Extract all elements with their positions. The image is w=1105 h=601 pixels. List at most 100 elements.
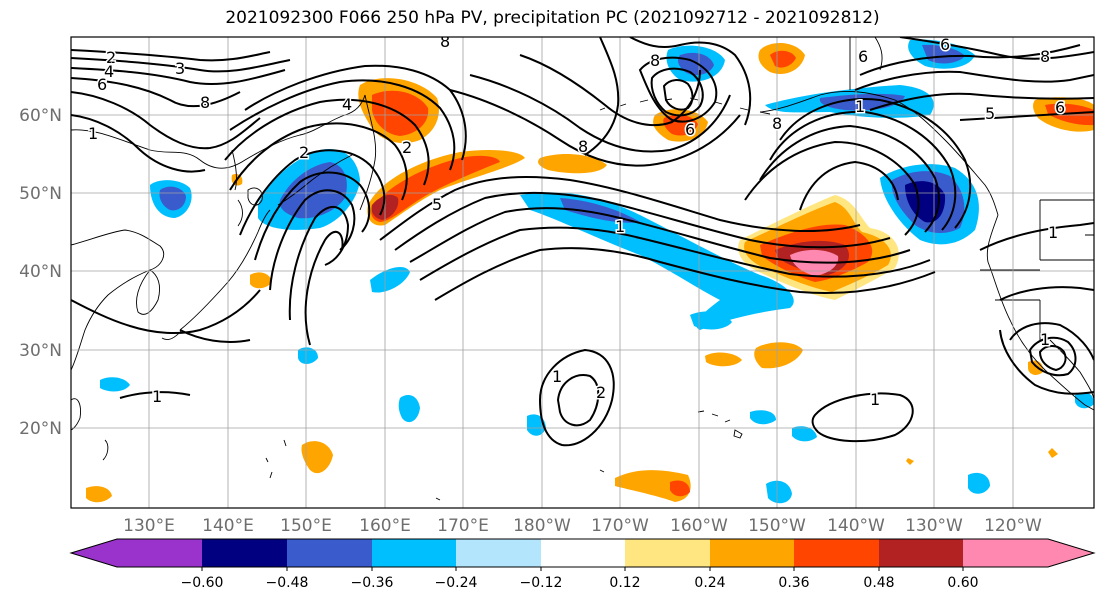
precip-patch	[370, 266, 410, 293]
pv-contour	[239, 149, 386, 236]
coastline	[277, 154, 353, 206]
contour-label: 8	[1040, 47, 1050, 66]
precip-patch	[538, 154, 607, 174]
pv-contour	[1028, 336, 1077, 377]
pv-contour	[1009, 322, 1094, 361]
pv-contour	[71, 49, 271, 62]
pv-contour	[394, 191, 891, 251]
precip-patch	[792, 426, 817, 442]
contour-label: 6	[97, 75, 107, 94]
precip-patch	[1048, 448, 1058, 458]
map-frame	[70, 36, 1095, 509]
pv-contour	[244, 64, 467, 161]
contour-label: 2	[106, 48, 116, 67]
coastline	[71, 398, 81, 431]
pv-contour	[269, 189, 356, 291]
colorbar-label: −0.36	[351, 575, 394, 591]
precip-patch	[770, 50, 796, 68]
pv-contour	[769, 110, 957, 231]
colorbar-label: 0.36	[778, 575, 809, 591]
pv-contour	[811, 392, 914, 443]
lon-label: 160°E	[359, 516, 411, 536]
pv-contour	[254, 171, 371, 261]
precip-patch	[906, 458, 914, 465]
contour-label: 8	[772, 114, 782, 133]
contour-label: 8	[578, 137, 588, 156]
contour-label: 1	[855, 97, 865, 116]
map-background	[71, 37, 1094, 508]
coastline	[697, 410, 743, 439]
pv-contour	[119, 391, 191, 399]
colorbar-segment	[625, 539, 710, 567]
pv-contours	[71, 37, 1094, 447]
colorbar-segment	[541, 539, 625, 567]
colorbar-label: −0.48	[266, 575, 309, 591]
precip-patch	[250, 272, 272, 289]
colorbar-segment	[117, 539, 202, 567]
contour-label: 8	[440, 32, 450, 51]
pv-contour	[469, 74, 731, 153]
map-layers: 2 4 6 3 8 1 2 4 2 8 5 6 8 1 8 6 6 5 1 8 …	[71, 32, 1094, 508]
pv-contour	[71, 77, 241, 108]
contour-label: 4	[342, 95, 352, 114]
pv-contour	[759, 124, 940, 233]
lon-label: 130°W	[905, 516, 963, 536]
lon-label: 140°W	[827, 516, 885, 536]
colorbar-segment	[710, 539, 794, 567]
pv-contour	[869, 92, 1094, 111]
lon-label: 150°W	[748, 516, 806, 536]
longitude-labels: 130°E 140°E 150°E 160°E 170°E 180°W 170°…	[123, 516, 1042, 536]
coastline	[980, 269, 1041, 340]
lat-label: 40°N	[19, 262, 62, 282]
precip-patch	[298, 347, 318, 364]
precip-patch	[371, 155, 500, 222]
lat-label: 30°N	[19, 341, 62, 361]
contour-labels: 2 4 6 3 8 1 2 4 2 8 5 6 8 1 8 6 6 5 1 8 …	[87, 32, 1067, 411]
latitude-labels: 60°N 50°N 40°N 30°N 20°N	[19, 106, 62, 439]
precip-patch	[301, 441, 333, 474]
contour-label: 3	[175, 59, 185, 78]
pv-contour	[799, 160, 899, 211]
contour-label: 4	[104, 62, 114, 81]
precip-patch	[766, 480, 792, 504]
pv-contour	[979, 222, 1094, 251]
colorbar-segment	[879, 539, 963, 567]
colorbar-segment	[456, 539, 541, 567]
coastline	[435, 469, 605, 501]
colorbar-label: 0.12	[609, 575, 640, 591]
pv-contour	[662, 79, 694, 111]
map-title: 2021092300 F066 250 hPa PV, precipitatio…	[225, 8, 880, 28]
pv-contour	[419, 226, 931, 281]
pv-contour	[999, 329, 1094, 395]
pv-contour	[224, 98, 430, 186]
pv-contour	[71, 57, 291, 73]
coastline	[265, 439, 287, 479]
coastline	[161, 329, 183, 341]
pv-contour	[434, 247, 936, 301]
contour-label: 5	[432, 195, 442, 214]
pv-contour	[1038, 345, 1067, 372]
colorbar-ticks	[201, 567, 964, 571]
contour-label: 1	[870, 390, 880, 409]
pv-contour	[71, 114, 206, 173]
contour-label: 6	[685, 120, 695, 139]
colorbar-outline	[69, 538, 1096, 568]
precip-patch	[615, 470, 691, 502]
contour-label: 8	[650, 51, 660, 70]
pv-contour	[71, 67, 286, 86]
pv-contour	[449, 89, 741, 167]
precip-patch	[100, 377, 130, 392]
pv-contour	[638, 56, 718, 123]
colorbar-segment	[372, 539, 456, 567]
contour-label: 2	[299, 143, 309, 162]
precip-patch	[398, 395, 420, 423]
coastline	[102, 439, 109, 461]
precip-patch	[670, 480, 690, 497]
contour-label: 1	[1040, 330, 1050, 349]
pv-contour	[379, 176, 861, 241]
lon-label: 150°E	[280, 516, 332, 536]
contour-label: 6	[940, 35, 950, 54]
pv-contour	[409, 207, 911, 264]
pv-contour	[584, 37, 620, 156]
pv-contour	[650, 67, 704, 117]
